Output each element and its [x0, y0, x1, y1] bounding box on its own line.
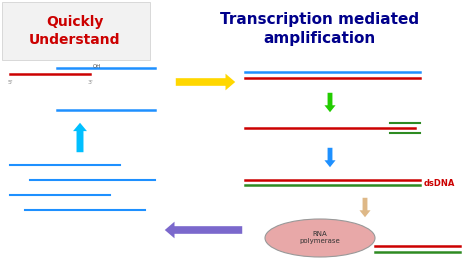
Text: Transcription mediated
amplification: Transcription mediated amplification: [220, 12, 419, 46]
Text: dsDNA: dsDNA: [424, 178, 456, 188]
Text: RNA
polymerase: RNA polymerase: [300, 231, 340, 244]
Text: 5': 5': [7, 81, 13, 85]
Text: 3': 3': [87, 81, 93, 85]
Ellipse shape: [265, 219, 375, 257]
FancyBboxPatch shape: [2, 2, 150, 60]
Text: OH: OH: [93, 64, 101, 69]
Text: Quickly
Understand: Quickly Understand: [29, 15, 121, 47]
